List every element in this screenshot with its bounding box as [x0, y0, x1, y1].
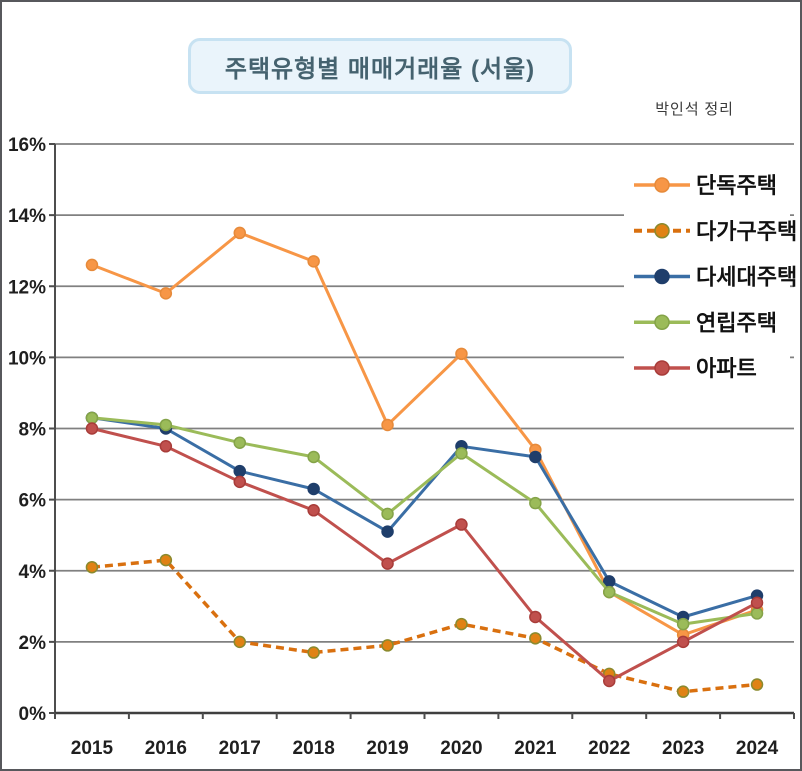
series-marker-multi-household-house [455, 617, 468, 631]
series-marker-multi-household-house [381, 639, 394, 652]
credit-text: 박인석 정리 [655, 102, 734, 118]
series-marker-multi-unit-house [529, 450, 542, 464]
x-axis-label: 2018 [293, 738, 335, 759]
x-axis-label: 2023 [662, 738, 704, 759]
series-marker-multi-household-house [159, 553, 173, 567]
series-marker-apartment [455, 518, 468, 531]
series-marker-multi-household-house [85, 560, 99, 574]
series-marker-apartment [85, 422, 99, 435]
series-marker-row-house [85, 411, 99, 425]
x-axis-label: 2020 [440, 738, 482, 759]
series-marker-multi-unit-house [233, 464, 246, 478]
series-marker-multi-household-house [676, 685, 690, 698]
legend-swatch-marker [654, 268, 670, 285]
legend-label: 아파트 [696, 356, 757, 381]
legend-item-apartment: 아파트 [634, 356, 757, 381]
series-marker-detached-house [455, 347, 468, 361]
series-marker-multi-household-house [233, 635, 246, 649]
series-line-apartment [91, 427, 758, 683]
y-axis-label: 0% [19, 704, 47, 725]
legend-item-detached-house: 단독주택 [634, 173, 777, 198]
series-marker-detached-house [307, 255, 320, 268]
series-line-detached-house [91, 231, 758, 637]
series-marker-row-house [159, 418, 173, 432]
legend-swatch-marker [654, 223, 670, 239]
y-axis-label: 6% [19, 491, 47, 512]
y-axis-label: 16% [8, 135, 46, 156]
series-marker-row-house [676, 617, 690, 631]
series-marker-apartment [529, 610, 542, 624]
legend-swatch-marker [654, 314, 670, 330]
series-marker-row-house [750, 607, 764, 620]
series-marker-row-house [529, 496, 542, 510]
series-marker-multi-unit-house [381, 525, 394, 538]
series-marker-apartment [676, 635, 690, 649]
legend-label: 연립주택 [696, 310, 777, 335]
legend-label: 단독주택 [696, 173, 777, 198]
chart-title-box: 주택유형별 매매거래율 (서울) [188, 38, 572, 94]
series-line-multi-household-house [91, 558, 758, 694]
series-marker-apartment [233, 475, 246, 489]
series-marker-row-house [381, 507, 394, 521]
x-axis-label: 2024 [736, 738, 779, 759]
series-marker-multi-unit-house [307, 482, 320, 496]
series-marker-row-house [455, 447, 468, 460]
series-marker-apartment [159, 440, 173, 453]
y-axis-label: 2% [19, 633, 47, 654]
series-marker-multi-household-house [750, 678, 764, 691]
legend-label: 다가구주택 [696, 219, 797, 244]
series-line-row-house [91, 416, 758, 626]
x-axis-label: 2015 [71, 738, 114, 759]
series-marker-apartment [603, 674, 616, 688]
y-axis-label: 12% [8, 277, 46, 298]
legend-item-multi-household-house: 다가구주택 [634, 219, 797, 244]
legend-swatch-marker [654, 177, 670, 193]
legend-swatch-marker [654, 360, 670, 376]
series-marker-row-house [307, 450, 320, 464]
x-axis-label: 2017 [219, 738, 261, 759]
y-axis-label: 10% [8, 348, 46, 369]
series-marker-multi-household-house [529, 632, 542, 645]
y-axis-label: 4% [19, 562, 47, 583]
series-marker-apartment [307, 504, 320, 517]
series-marker-detached-house [381, 418, 394, 432]
series-marker-detached-house [233, 226, 246, 240]
series-marker-row-house [233, 436, 246, 449]
series-marker-apartment [381, 557, 394, 570]
series-marker-detached-house [85, 258, 99, 272]
legend-label: 다세대주택 [696, 265, 797, 290]
series-marker-detached-house [159, 287, 173, 300]
x-axis-label: 2016 [145, 738, 187, 759]
chart-title: 주택유형별 매매거래율 (서울) [224, 55, 536, 83]
x-axis-label: 2019 [366, 738, 408, 759]
x-axis-label: 2022 [588, 738, 630, 759]
legend-item-multi-unit-house: 다세대주택 [634, 265, 797, 290]
x-axis-label: 2021 [514, 738, 557, 759]
legend-item-row-house: 연립주택 [634, 310, 777, 335]
series-marker-row-house [603, 585, 616, 599]
y-axis-label: 14% [8, 206, 46, 227]
y-axis-label: 8% [19, 420, 47, 441]
series-marker-apartment [750, 596, 764, 610]
series-line-multi-unit-house [91, 416, 758, 619]
series-marker-multi-household-house [307, 646, 320, 659]
